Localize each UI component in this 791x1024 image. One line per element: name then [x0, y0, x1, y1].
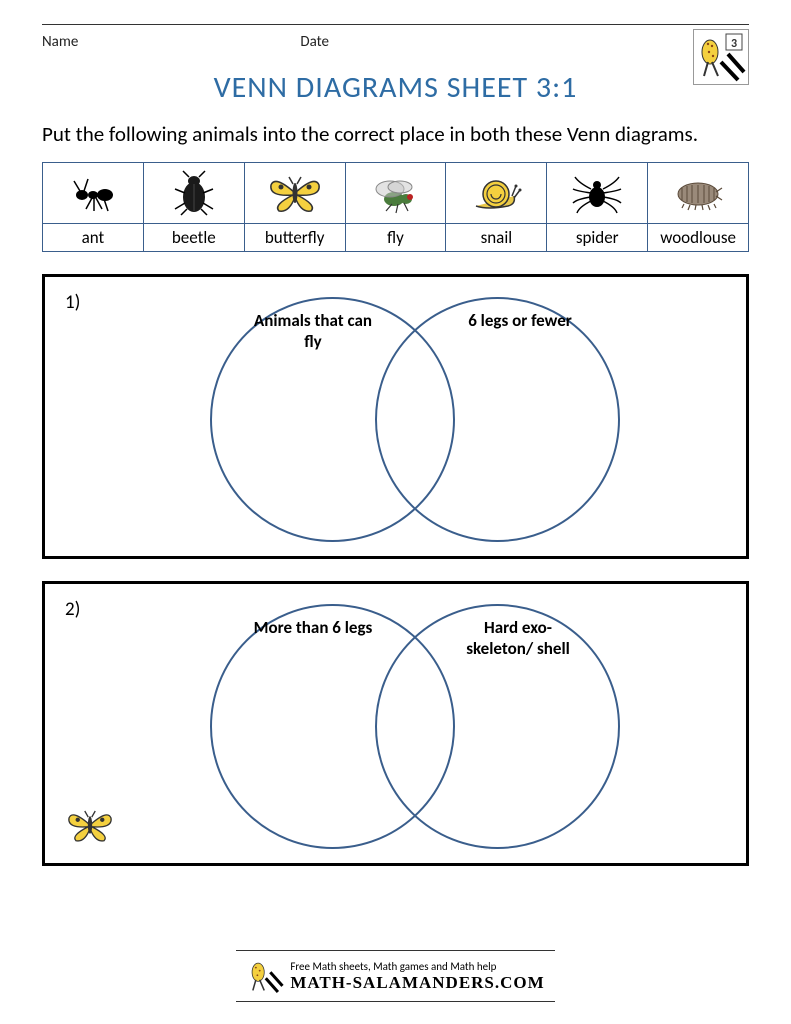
animal-label: snail [446, 223, 546, 251]
venn-right-label: Hard exo-skeleton/ shell [453, 618, 583, 659]
woodlouse-icon [648, 163, 748, 223]
animal-label: woodlouse [648, 223, 748, 251]
animal-label: fly [346, 223, 446, 251]
fly-icon [346, 163, 446, 223]
instruction-text: Put the following animals into the corre… [42, 120, 749, 148]
page-footer: Free Math sheets, Math games and Math he… [0, 950, 791, 1002]
animals-table: ant beetle butterfly fly snail spider wo… [42, 162, 749, 252]
animal-label: ant [43, 223, 143, 251]
animal-label: butterfly [245, 223, 345, 251]
animal-label: spider [547, 223, 647, 251]
footer-tagline: Free Math sheets, Math games and Math he… [290, 960, 544, 973]
footer-logo-icon [246, 955, 284, 997]
animal-cell-beetle: beetle [144, 163, 245, 251]
venn-diagram-1: 1) Animals that can fly 6 legs or fewer [42, 274, 749, 559]
footer-url: MATH-SALAMANDERS.COM [290, 973, 544, 993]
butterfly-icon [245, 163, 345, 223]
page-title: VENN DIAGRAMS SHEET 3:1 [42, 69, 749, 106]
venn-left-label: More than 6 legs [253, 618, 373, 638]
question-number: 1) [65, 291, 80, 314]
name-label: Name [42, 33, 297, 51]
animal-cell-fly: fly [346, 163, 447, 251]
snail-icon [446, 163, 546, 223]
butterfly-decoration-icon [63, 804, 117, 851]
venn-circle-right [375, 297, 620, 542]
header-row: Name Date 3 [42, 33, 749, 51]
venn-right-label: 6 legs or fewer [465, 311, 575, 331]
spider-icon [547, 163, 647, 223]
animal-cell-butterfly: butterfly [245, 163, 346, 251]
animal-cell-woodlouse: woodlouse [648, 163, 748, 251]
animal-cell-spider: spider [547, 163, 648, 251]
question-number: 2) [65, 598, 80, 621]
venn-diagram-2: 2) More than 6 legs Hard exo-skeleton/ s… [42, 581, 749, 866]
brand-logo: 3 [693, 29, 749, 85]
animal-label: beetle [144, 223, 244, 251]
animal-cell-ant: ant [43, 163, 144, 251]
date-label: Date [300, 33, 329, 51]
animal-cell-snail: snail [446, 163, 547, 251]
venn-left-label: Animals that can fly [253, 311, 373, 352]
ant-icon [43, 163, 143, 223]
svg-text:3: 3 [731, 37, 737, 51]
beetle-icon [144, 163, 244, 223]
